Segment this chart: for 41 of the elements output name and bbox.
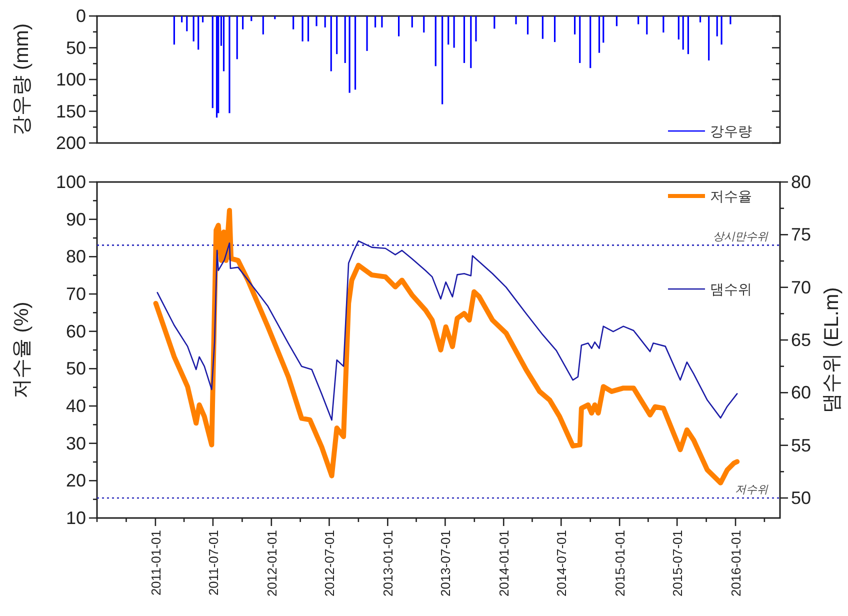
y-tick-label: 200 <box>56 133 86 153</box>
ref-line-label: 저수위 <box>735 484 769 496</box>
y-tick-label: 10 <box>66 508 86 528</box>
y2-axis-title: 댐수위 (EL.m) <box>821 287 843 413</box>
y-tick-label: 60 <box>66 321 86 342</box>
x-tick-label: 2012-01-01 <box>264 530 280 596</box>
x-tick-label: 2012-07-01 <box>322 530 338 596</box>
y-tick-label: 90 <box>66 209 86 230</box>
y-tick-label: 100 <box>56 70 86 90</box>
x-tick-label: 2015-07-01 <box>670 530 686 596</box>
ref-line-label: 상시만수위 <box>713 231 769 244</box>
y2-tick-label: 65 <box>791 330 812 350</box>
x-tick-label: 2015-01-01 <box>612 530 628 596</box>
y2-tick-label: 80 <box>791 172 812 192</box>
y-tick-label: 20 <box>66 470 86 491</box>
y2-tick-label: 55 <box>791 435 812 456</box>
x-tick-label: 2016-01-01 <box>728 530 744 596</box>
x-tick-label: 2013-01-01 <box>380 530 396 596</box>
y-tick-label: 70 <box>66 284 86 304</box>
y2-tick-label: 70 <box>791 277 812 298</box>
legend-label: 강우량 <box>710 123 752 139</box>
y-tick-label: 100 <box>56 172 86 192</box>
y-axis-title: 강우량 (mm) <box>11 23 33 136</box>
y-tick-label: 150 <box>56 101 86 122</box>
legend-label: 저수율 <box>710 188 752 204</box>
legend-label: 댐수위 <box>710 281 752 297</box>
y2-tick-label: 75 <box>791 224 812 245</box>
y-tick-label: 80 <box>66 246 86 267</box>
x-tick-label: 2014-07-01 <box>554 530 570 596</box>
x-tick-label: 2011-01-01 <box>148 530 164 596</box>
y2-tick-label: 60 <box>791 382 812 403</box>
x-tick-label: 2013-07-01 <box>438 530 454 596</box>
y2-tick-label: 50 <box>791 488 812 508</box>
x-tick-label: 2011-07-01 <box>206 530 221 596</box>
y-axis-title: 저수율 (%) <box>11 302 33 398</box>
y-tick-label: 50 <box>66 38 86 58</box>
y-tick-label: 50 <box>66 358 86 379</box>
x-tick-label: 2014-01-01 <box>496 530 512 596</box>
y-tick-label: 0 <box>76 6 86 26</box>
y-tick-label: 40 <box>66 396 86 416</box>
y-tick-label: 30 <box>66 433 86 454</box>
